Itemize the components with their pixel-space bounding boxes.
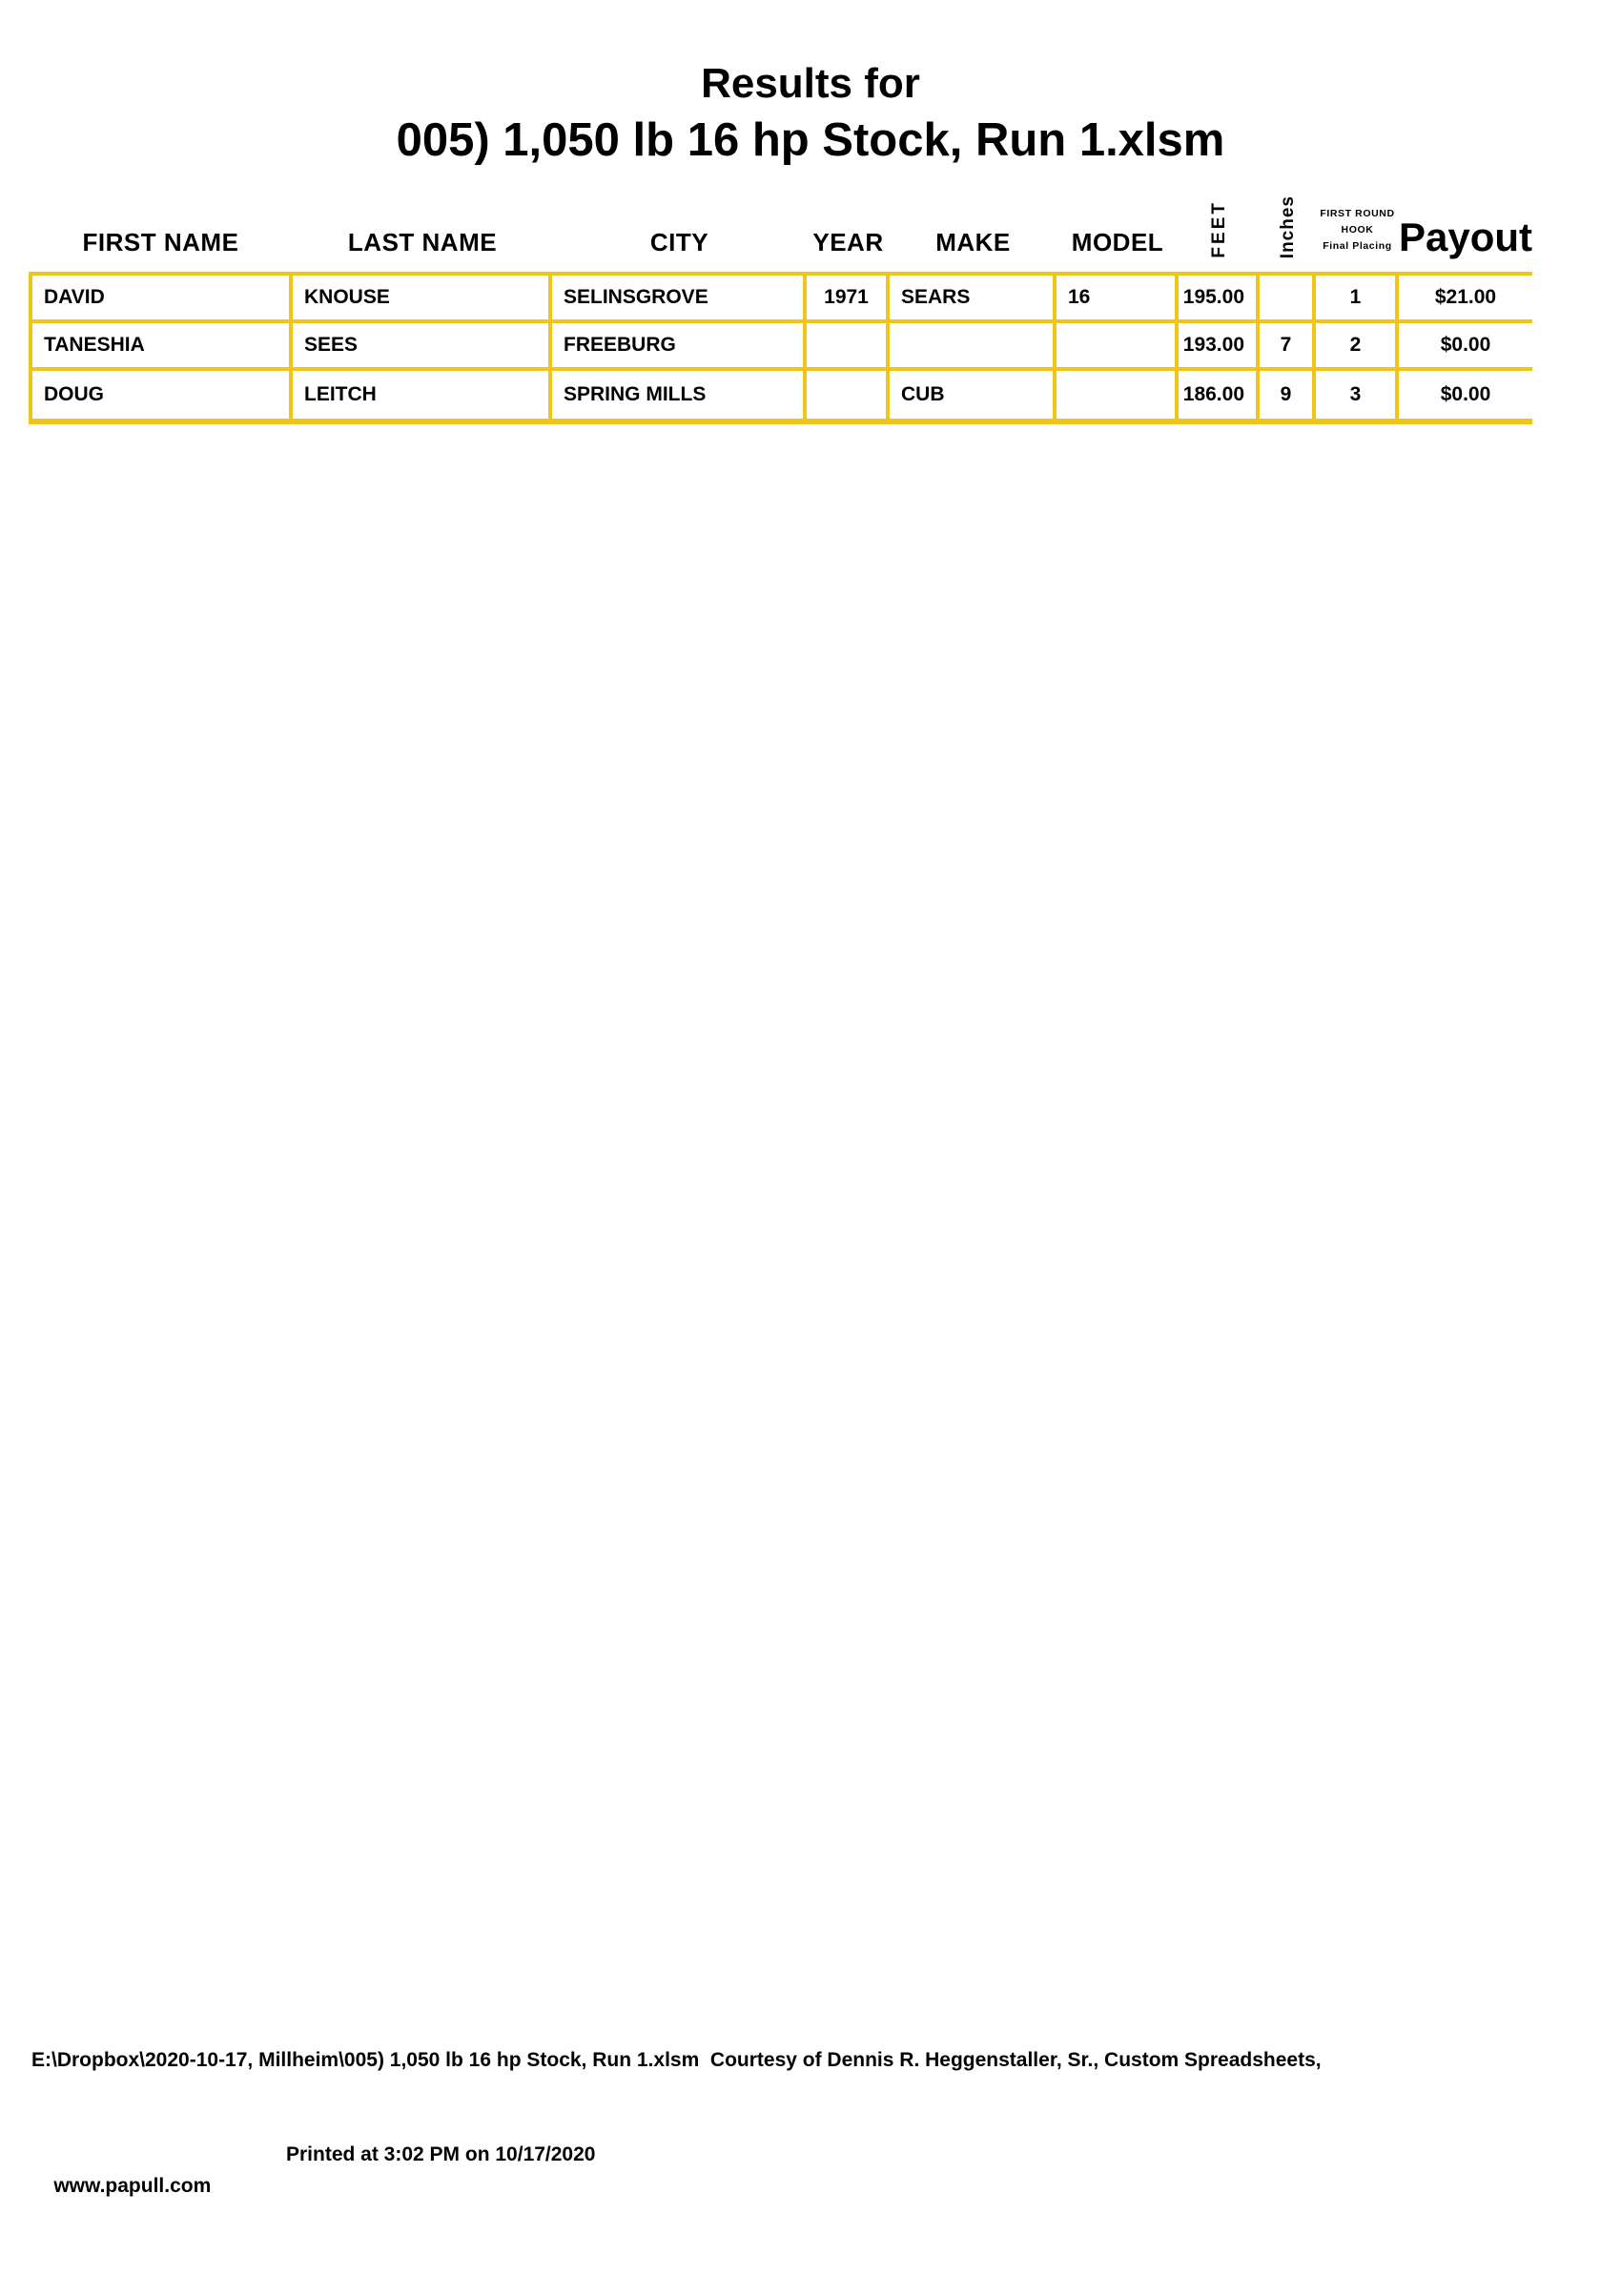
page-subtitle-filename: 005) 1,050 lb 16 hp Stock, Run 1.xlsm <box>396 114 1225 166</box>
final-placing-line-2: HOOK <box>1341 224 1374 236</box>
cell-final-placing: 2 <box>1316 323 1399 367</box>
cell-city: FREEBURG <box>552 323 807 367</box>
feet-rotated-label: FEET <box>1208 200 1229 258</box>
table-row: DAVID KNOUSE SELINSGROVE 1971 SEARS 16 1… <box>29 276 1532 323</box>
footer-printed-timestamp: Printed at 3:02 PM on 10/17/2020 <box>286 2143 596 2165</box>
cell-model <box>1057 323 1179 367</box>
cell-feet: 193.00 <box>1179 323 1260 367</box>
header-cell-last-name: LAST NAME <box>347 228 498 256</box>
table-row: DOUG LEITCH SPRING MILLS CUB 186.00 9 3 … <box>29 371 1532 419</box>
header-cell-make: MAKE <box>935 228 1011 256</box>
cell-inches <box>1260 276 1316 319</box>
cell-year <box>807 323 890 367</box>
footer-website: www.papull.com <box>53 2175 212 2197</box>
cell-city: SPRING MILLS <box>552 371 807 419</box>
cell-inches: 9 <box>1260 371 1316 419</box>
table-row: TANESHIA SEES FREEBURG 193.00 7 2 $0.00 <box>29 323 1532 371</box>
cell-last-name: KNOUSE <box>293 276 552 319</box>
results-table: DAVID KNOUSE SELINSGROVE 1971 SEARS 16 1… <box>29 272 1532 424</box>
header-cell-payout: Payout <box>1398 215 1533 259</box>
header-cell-feet: FEET <box>1179 141 1260 272</box>
page-title: Results for <box>701 60 920 107</box>
cell-final-placing: 1 <box>1316 276 1399 319</box>
final-placing-stacked-label: FIRST ROUND HOOK Final Placing <box>1320 206 1394 255</box>
cell-make: SEARS <box>890 276 1057 319</box>
cell-year: 1971 <box>807 276 890 319</box>
page-footer: E:\Dropbox\2020-10-17, Millheim\005) 1,0… <box>31 1981 1576 2296</box>
cell-make: CUB <box>890 371 1057 419</box>
cell-feet: 195.00 <box>1179 276 1260 319</box>
cell-last-name: SEES <box>293 323 552 367</box>
cell-payout: $0.00 <box>1440 383 1491 405</box>
cell-last-name: LEITCH <box>293 371 552 419</box>
cell-city: SELINSGROVE <box>552 276 807 319</box>
header-cell-year: YEAR <box>812 228 884 256</box>
cell-first-name: TANESHIA <box>29 323 293 367</box>
final-placing-line-3: Final Placing <box>1323 240 1392 252</box>
cell-final-placing: 3 <box>1316 371 1399 419</box>
header-cell-inches: Inches <box>1260 141 1316 272</box>
header-cell-final-placing: FIRST ROUND HOOK Final Placing <box>1316 141 1399 272</box>
cell-first-name: DAVID <box>29 276 293 319</box>
cell-year <box>807 371 890 419</box>
footer-filepath-line: E:\Dropbox\2020-10-17, Millheim\005) 1,0… <box>31 2049 1322 2071</box>
header-cell-model: MODEL <box>1071 228 1164 256</box>
cell-model: 16 <box>1057 276 1179 319</box>
header-cell-city: CITY <box>649 228 709 256</box>
results-table-header: FIRST NAME LAST NAME CITY YEAR MAKE MODE… <box>29 141 1532 272</box>
cell-inches: 7 <box>1260 323 1316 367</box>
final-placing-line-1: FIRST ROUND <box>1320 208 1395 219</box>
cell-first-name: DOUG <box>29 371 293 419</box>
cell-model <box>1057 371 1179 419</box>
footer-line-2: www.papull.com Printed at 3:02 PM on 10/… <box>31 2139 1576 2265</box>
header-cell-first-name: FIRST NAME <box>82 228 239 256</box>
cell-payout: $21.00 <box>1434 286 1497 308</box>
cell-feet: 186.00 <box>1179 371 1260 419</box>
cell-payout: $0.00 <box>1440 334 1491 356</box>
inches-rotated-label: Inches <box>1277 195 1298 258</box>
cell-make <box>890 323 1057 367</box>
